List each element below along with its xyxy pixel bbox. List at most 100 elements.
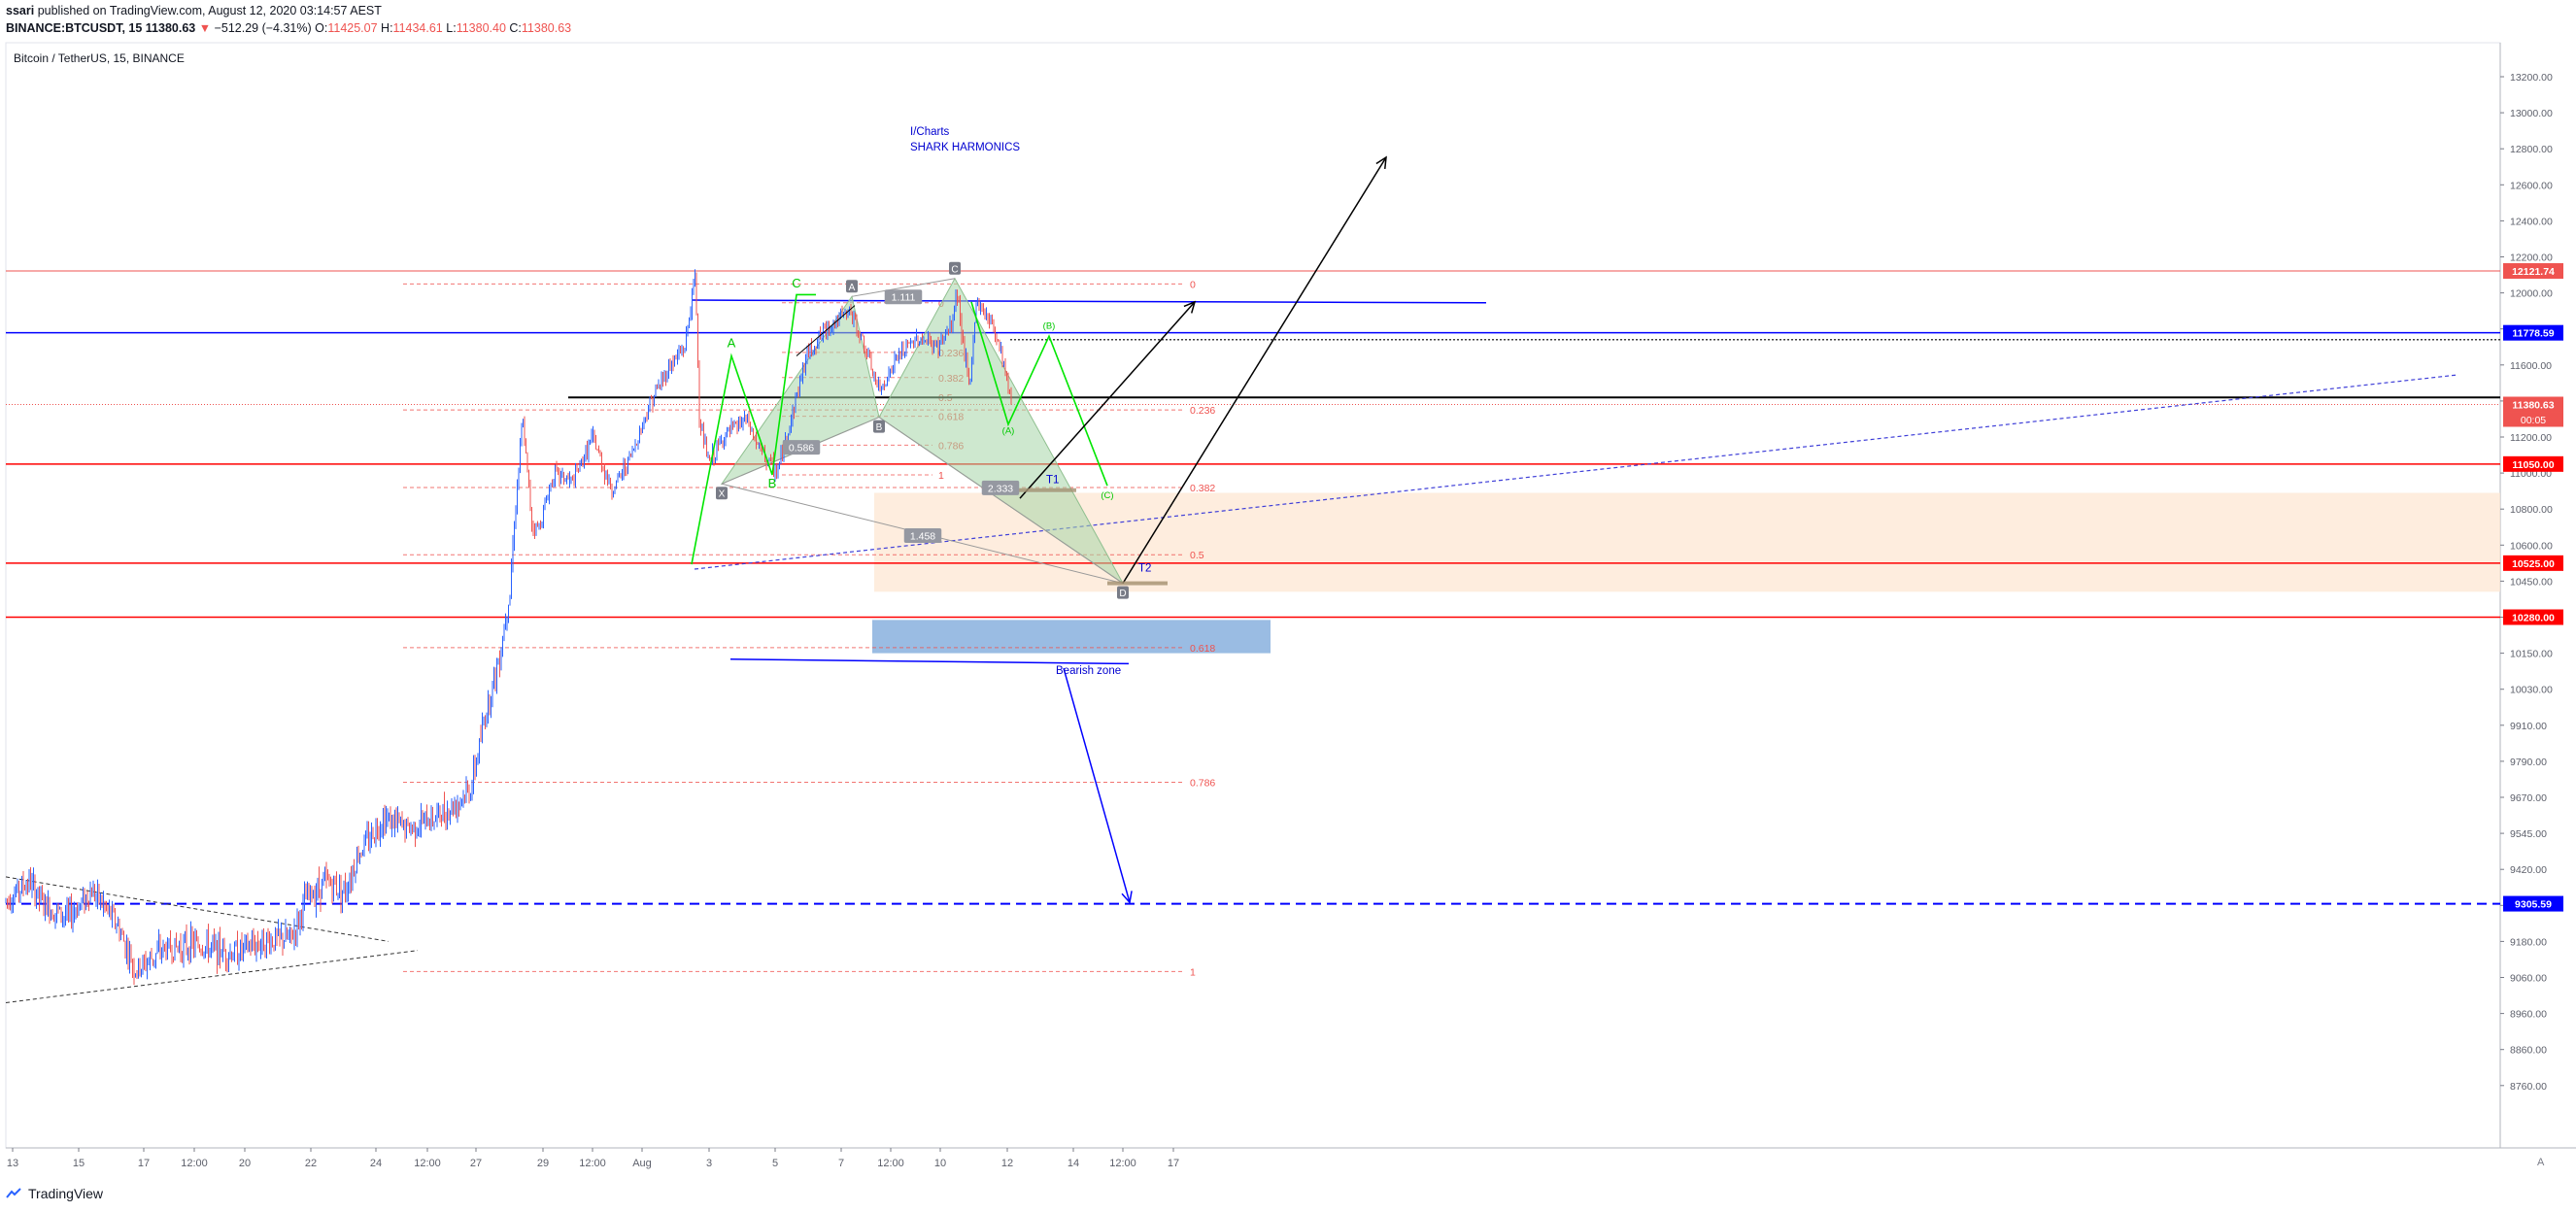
- close-label: C:: [509, 21, 522, 35]
- open-label: O:: [315, 21, 328, 35]
- y-tick-label: 11200.00: [2510, 432, 2552, 444]
- fib-level-label: 0.618: [1190, 643, 1215, 655]
- price-tag-label: 11778.59: [2512, 328, 2554, 340]
- harmonic-point-label: X: [719, 489, 726, 500]
- price-tag-bg: [2503, 324, 2563, 341]
- harmonic-point-badge: [716, 487, 728, 500]
- ratio-badge: [981, 480, 1020, 495]
- bullish-arrow-long: [1122, 156, 1387, 584]
- bullish-arrow-long-head: [1375, 155, 1387, 170]
- x-tick-label: 20: [239, 1158, 251, 1169]
- price-tag-label: 10280.00: [2512, 613, 2555, 624]
- y-tick-label: 12000.00: [2510, 288, 2553, 300]
- annotation-shark: SHARK HARMONICS: [910, 142, 1020, 153]
- dashed-trendline: [694, 374, 2458, 570]
- x-tick-label: 17: [138, 1158, 150, 1169]
- target-t2-label: T2: [1138, 563, 1151, 575]
- y-tick-label: 9420.00: [2510, 864, 2547, 876]
- x-tick-label: 12:00: [414, 1158, 441, 1169]
- price-tag-label: 12121.74: [2512, 266, 2555, 278]
- x-tick-label: 22: [305, 1158, 317, 1169]
- ratio-label: 0.586: [789, 443, 814, 454]
- fib-level-label: 0.786: [1190, 778, 1215, 790]
- bearish-zone-label: Bearish zone: [1056, 665, 1121, 677]
- plot-frame: [5, 42, 2501, 1149]
- elliott-wave-path-projection: [970, 301, 1108, 487]
- y-tick-label: 9545.00: [2510, 828, 2547, 840]
- ratio-label: 1.111: [892, 292, 916, 304]
- bearish-zone-line: [729, 658, 1130, 665]
- pattern-bd-line: [878, 417, 1124, 584]
- x-tick-label: 10: [934, 1158, 946, 1169]
- wave-label: (C): [1101, 490, 1113, 501]
- y-tick-label: 8960.00: [2510, 1009, 2547, 1021]
- x-tick-label: 3: [706, 1158, 712, 1169]
- x-tick-label: 12:00: [877, 1158, 904, 1169]
- x-tick-label: 5: [772, 1158, 778, 1169]
- author-name: ssari: [6, 4, 35, 17]
- harmonic-point-label: C: [951, 264, 958, 275]
- thin-black-line: [796, 305, 856, 356]
- bearish-arrow: [1063, 667, 1131, 903]
- target-t1-label: T1: [1046, 474, 1059, 486]
- open-value: 11425.07: [327, 21, 378, 35]
- price-tag-bg: [2503, 396, 2563, 413]
- y-tick-label: 9670.00: [2510, 792, 2547, 804]
- y-tick-label: 11600.00: [2510, 360, 2552, 372]
- fib-level-label: 0.236: [1190, 405, 1215, 417]
- high-label: H:: [381, 21, 393, 35]
- x-tick-label: 12: [1001, 1158, 1013, 1169]
- x-tick-label: 13: [7, 1158, 18, 1169]
- tradingview-logo-icon: [6, 1188, 21, 1198]
- wave-label: (B): [1043, 321, 1056, 332]
- close-value: 11380.63: [521, 21, 572, 35]
- x-tick-label: 27: [470, 1158, 482, 1169]
- tradingview-brand[interactable]: TradingView: [6, 1186, 103, 1201]
- t1-target-bar: [989, 488, 1076, 492]
- ratio-label: 2.333: [988, 483, 1013, 494]
- wave-label: C: [792, 276, 800, 290]
- y-tick-label: 12600.00: [2510, 180, 2553, 191]
- low-label: L:: [446, 21, 457, 35]
- low-value: 11380.40: [456, 21, 506, 35]
- x-tick-label: 17: [1168, 1158, 1179, 1169]
- y-tick-label: 10150.00: [2510, 649, 2553, 660]
- harmonic-point-label: D: [1119, 589, 1126, 599]
- price-tag-label: 10525.00: [2512, 558, 2555, 570]
- harmonic-point-badge: [1117, 586, 1129, 599]
- y-tick-label: 10800.00: [2510, 504, 2553, 516]
- price-change: −512.29 (−4.31%): [214, 21, 312, 35]
- blue-resistance-line: [691, 299, 1487, 304]
- price-tag-label: 9305.59: [2515, 899, 2552, 911]
- y-tick-label: 12200.00: [2510, 252, 2553, 264]
- annotation-ichart: I/Charts: [910, 126, 950, 138]
- y-tick-label: 12800.00: [2510, 144, 2553, 155]
- bullish-arrow-short: [1019, 301, 1196, 499]
- triangle-lower-line: [5, 950, 419, 1003]
- x-tick-label: Aug: [632, 1158, 652, 1169]
- x-tick-label: 12:00: [579, 1158, 606, 1169]
- price-tag-bg: [2503, 555, 2563, 571]
- y-tick-label: 10600.00: [2510, 540, 2553, 552]
- scale-mode-label[interactable]: A: [2537, 1157, 2545, 1168]
- price-tag-bg: [2503, 263, 2563, 280]
- fib-level-label: 0.382: [1190, 483, 1215, 494]
- x-tick-label: 7: [838, 1158, 844, 1169]
- price-tag-bg: [2503, 895, 2563, 912]
- symbol: BINANCE:BTCUSDT, 15: [6, 21, 143, 35]
- harmonic-point-badge: [949, 261, 961, 275]
- harmonic-point-label: B: [876, 422, 883, 433]
- y-tick-label: 8760.00: [2510, 1081, 2547, 1093]
- x-tick-label: 24: [370, 1158, 382, 1169]
- pattern-ac-line: [851, 278, 956, 297]
- fib-level-label: 0: [1190, 279, 1196, 290]
- last-price: 11380.63: [145, 21, 196, 35]
- chart-area[interactable]: Bitcoin / TetherUS, 15, BINANCE 0 0.236 0.…: [0, 41, 2576, 1183]
- price-tag-bg: [2503, 609, 2563, 625]
- y-tick-label: 9910.00: [2510, 721, 2547, 732]
- y-tick-label: 10450.00: [2510, 576, 2553, 588]
- elliott-wave-path-abc: [691, 293, 816, 565]
- target-zone-orange: [874, 492, 2500, 592]
- ratio-badge: [782, 440, 821, 455]
- wave-label: (A): [1002, 425, 1015, 436]
